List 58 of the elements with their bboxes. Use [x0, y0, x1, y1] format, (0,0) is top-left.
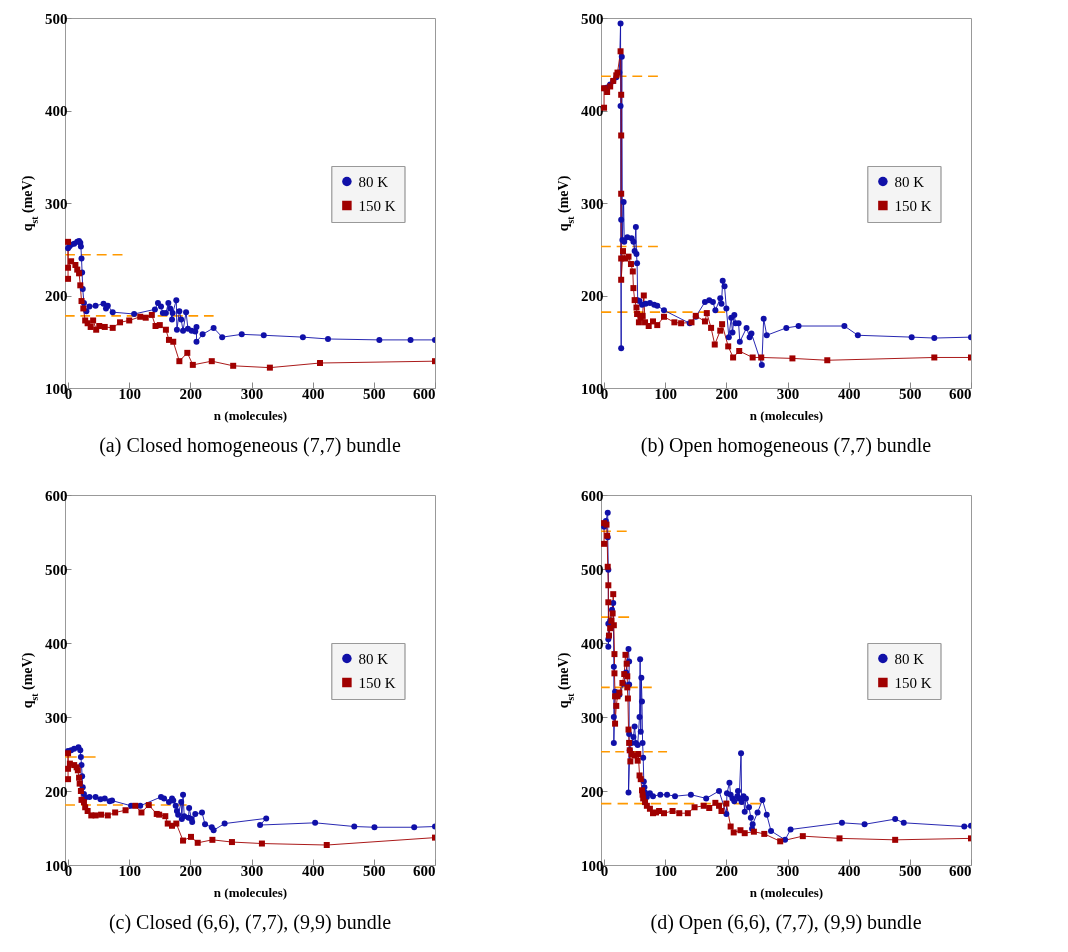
- y-tick-label: 200: [581, 783, 604, 800]
- x-tick-label: 600: [949, 862, 972, 879]
- x-tick-label: 300: [240, 862, 264, 879]
- x-tick-label: 600: [413, 862, 436, 879]
- x-axis-title: n (molecules): [213, 884, 288, 900]
- x-axis-title: n (molecules): [213, 407, 288, 423]
- y-tick-label: 300: [45, 709, 68, 726]
- x-tick-label: 400: [837, 385, 861, 402]
- x-tick-label: 100: [654, 862, 677, 879]
- x-tick-label: 400: [837, 862, 861, 879]
- x-tick-label: 200: [715, 385, 739, 402]
- y-tick-label: 200: [581, 288, 604, 304]
- x-tick-label: 600: [413, 385, 436, 402]
- y-tick-label: 300: [581, 709, 604, 726]
- y-tick-label: 400: [581, 103, 604, 119]
- legend-label: 80 K: [358, 650, 389, 667]
- x-tick-label: 200: [179, 862, 203, 879]
- x-axis-title: n (molecules): [749, 407, 824, 423]
- y-tick-label: 500: [45, 10, 68, 27]
- legend-label: 80 K: [894, 650, 925, 667]
- text: (d) Open (6,6), (7,7), (9,9) bundle: [650, 911, 922, 934]
- x-tick-label: 400: [301, 862, 325, 879]
- x-tick-label: 300: [776, 862, 800, 879]
- y-tick-label: 200: [45, 783, 68, 800]
- x-tick-label: 100: [654, 385, 677, 402]
- x-tick-label: 500: [899, 862, 922, 879]
- legend-label: 80 K: [894, 173, 925, 190]
- y-tick-label: 400: [45, 103, 68, 119]
- y-tick-label: 600: [581, 487, 604, 504]
- x-tick-label: 500: [363, 862, 386, 879]
- y-tick-label: 500: [581, 561, 604, 578]
- x-axis-title: n (molecules): [749, 884, 824, 900]
- legend-label: 150 K: [894, 674, 932, 691]
- y-tick-label: 600: [45, 487, 68, 504]
- legend-label: 150 K: [358, 197, 396, 214]
- legend-label: 80 K: [358, 173, 389, 190]
- x-tick-label: 100: [118, 385, 141, 402]
- text: (b) Open homogeneous (7,7) bundle: [640, 434, 932, 457]
- x-tick-label: 600: [949, 385, 972, 402]
- x-tick-label: 500: [899, 385, 922, 402]
- text: (c) Closed (6,6), (7,7), (9,9) bundle: [108, 911, 392, 934]
- x-tick-label: 500: [363, 385, 386, 402]
- y-tick-label: 500: [581, 10, 604, 27]
- x-tick-label: 300: [240, 385, 264, 402]
- y-tick-label: 500: [45, 561, 68, 578]
- y-tick-label: 300: [45, 195, 68, 212]
- x-tick-label: 200: [715, 862, 739, 879]
- legend-label: 150 K: [894, 197, 932, 214]
- text: (a) Closed homogeneous (7,7) bundle: [99, 434, 401, 457]
- x-tick-label: 300: [776, 385, 800, 402]
- x-tick-label: 400: [301, 385, 325, 402]
- y-tick-label: 400: [45, 635, 68, 652]
- x-tick-label: 200: [179, 385, 203, 402]
- y-tick-label: 200: [45, 288, 68, 304]
- y-tick-label: 400: [581, 635, 604, 652]
- x-tick-label: 100: [118, 862, 141, 879]
- y-tick-label: 300: [581, 195, 604, 212]
- legend-label: 150 K: [358, 674, 396, 691]
